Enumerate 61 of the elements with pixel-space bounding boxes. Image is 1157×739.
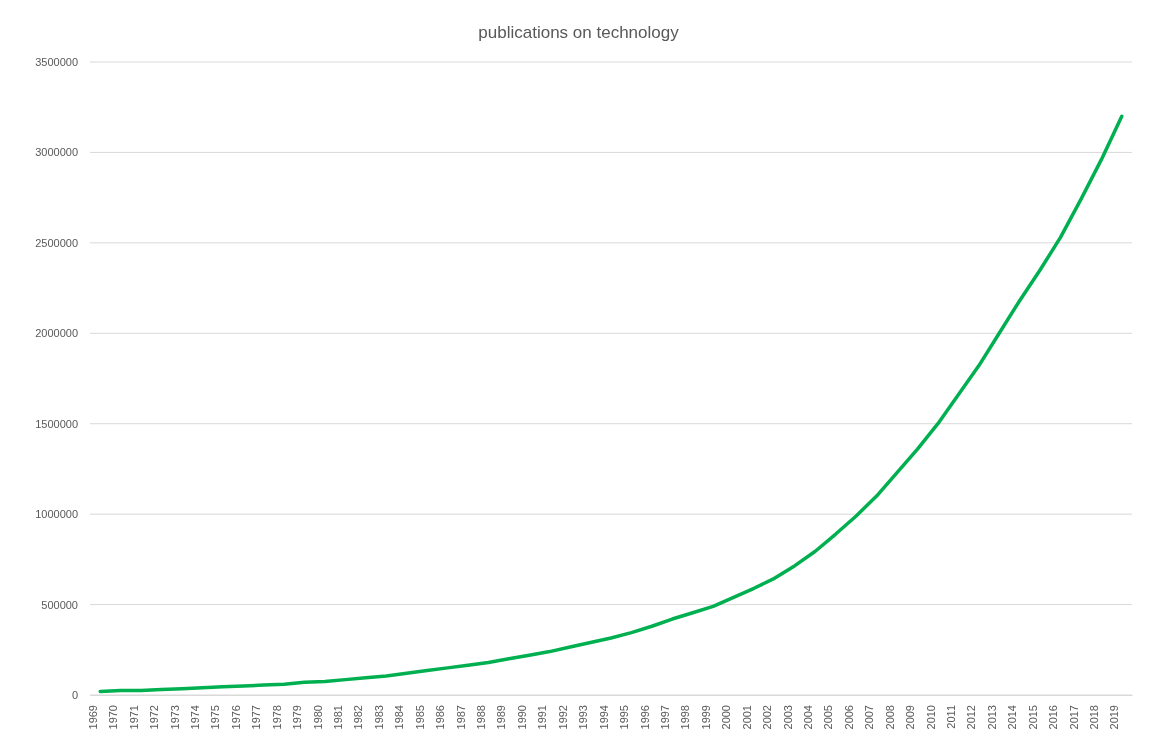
x-tick-label: 1979	[291, 705, 304, 730]
y-tick-label: 3500000	[35, 56, 78, 69]
x-tick-label: 1992	[556, 705, 569, 730]
x-tick-label: 1981	[332, 705, 345, 730]
x-tick-label: 2003	[781, 705, 794, 730]
x-tick-label: 1998	[679, 705, 692, 730]
chart-title: publications on technology	[478, 23, 680, 42]
x-tick-label: 2008	[883, 705, 896, 730]
y-tick-label: 1000000	[35, 508, 78, 521]
y-tick-label: 2500000	[35, 236, 78, 249]
x-tick-label: 1989	[495, 705, 508, 730]
x-tick-label: 2007	[863, 705, 876, 730]
x-tick-label: 1978	[270, 705, 283, 730]
x-tick-label: 1999	[699, 705, 712, 730]
x-tick-label: 1993	[577, 705, 590, 730]
y-tick-label: 1500000	[35, 417, 78, 430]
x-tick-label: 2019	[1108, 705, 1121, 730]
x-tick-label: 1991	[536, 705, 549, 730]
x-tick-label: 1973	[168, 705, 181, 730]
y-tick-label: 0	[71, 689, 78, 702]
x-tick-label: 2001	[740, 705, 753, 730]
x-tick-label: 1988	[475, 705, 488, 730]
x-tick-label: 2010	[924, 705, 937, 730]
x-tick-label: 2004	[801, 705, 814, 730]
x-tick-label: 2006	[842, 705, 855, 730]
x-tick-label: 2017	[1067, 705, 1080, 730]
y-tick-label: 2000000	[35, 327, 78, 340]
x-tick-label: 2015	[1026, 705, 1039, 730]
x-tick-label: 1969	[86, 705, 99, 730]
x-tick-label: 1974	[189, 705, 202, 730]
x-tick-label: 1977	[250, 705, 263, 730]
x-tick-label: 1996	[638, 705, 651, 730]
x-tick-label: 1995	[618, 705, 631, 730]
x-tick-label: 1975	[209, 705, 222, 730]
x-tick-label: 1985	[413, 705, 426, 730]
x-tick-label: 1972	[148, 705, 161, 730]
x-tick-label: 1986	[434, 705, 447, 730]
x-tick-label: 1994	[597, 705, 610, 730]
x-tick-label: 2012	[965, 705, 978, 730]
y-tick-label: 3000000	[35, 146, 78, 159]
x-tick-label: 1983	[372, 705, 385, 730]
x-tick-label: 1970	[107, 705, 120, 730]
x-tick-label: 2005	[822, 705, 835, 730]
x-tick-label: 1990	[515, 705, 528, 730]
x-tick-label: 2014	[1006, 705, 1019, 730]
x-tick-label: 1971	[127, 705, 140, 730]
x-tick-label: 1980	[311, 705, 324, 730]
x-tick-label: 2013	[985, 705, 998, 730]
line-series	[98, 114, 1124, 694]
x-tick-label: 1982	[352, 705, 365, 730]
x-tick-label: 1987	[454, 705, 467, 730]
x-tick-label: 2002	[761, 705, 774, 730]
x-tick-label: 1976	[229, 705, 242, 730]
y-tick-label: 500000	[41, 598, 78, 611]
x-tick-label: 2018	[1088, 705, 1100, 730]
x-tick-label: 2000	[720, 705, 733, 730]
x-tick-label: 1984	[393, 705, 406, 730]
x-tick-label: 2016	[1047, 705, 1060, 730]
x-tick-label: 2009	[904, 705, 917, 730]
x-tick-label: 2011	[944, 705, 957, 729]
x-tick-label: 1997	[658, 705, 671, 730]
